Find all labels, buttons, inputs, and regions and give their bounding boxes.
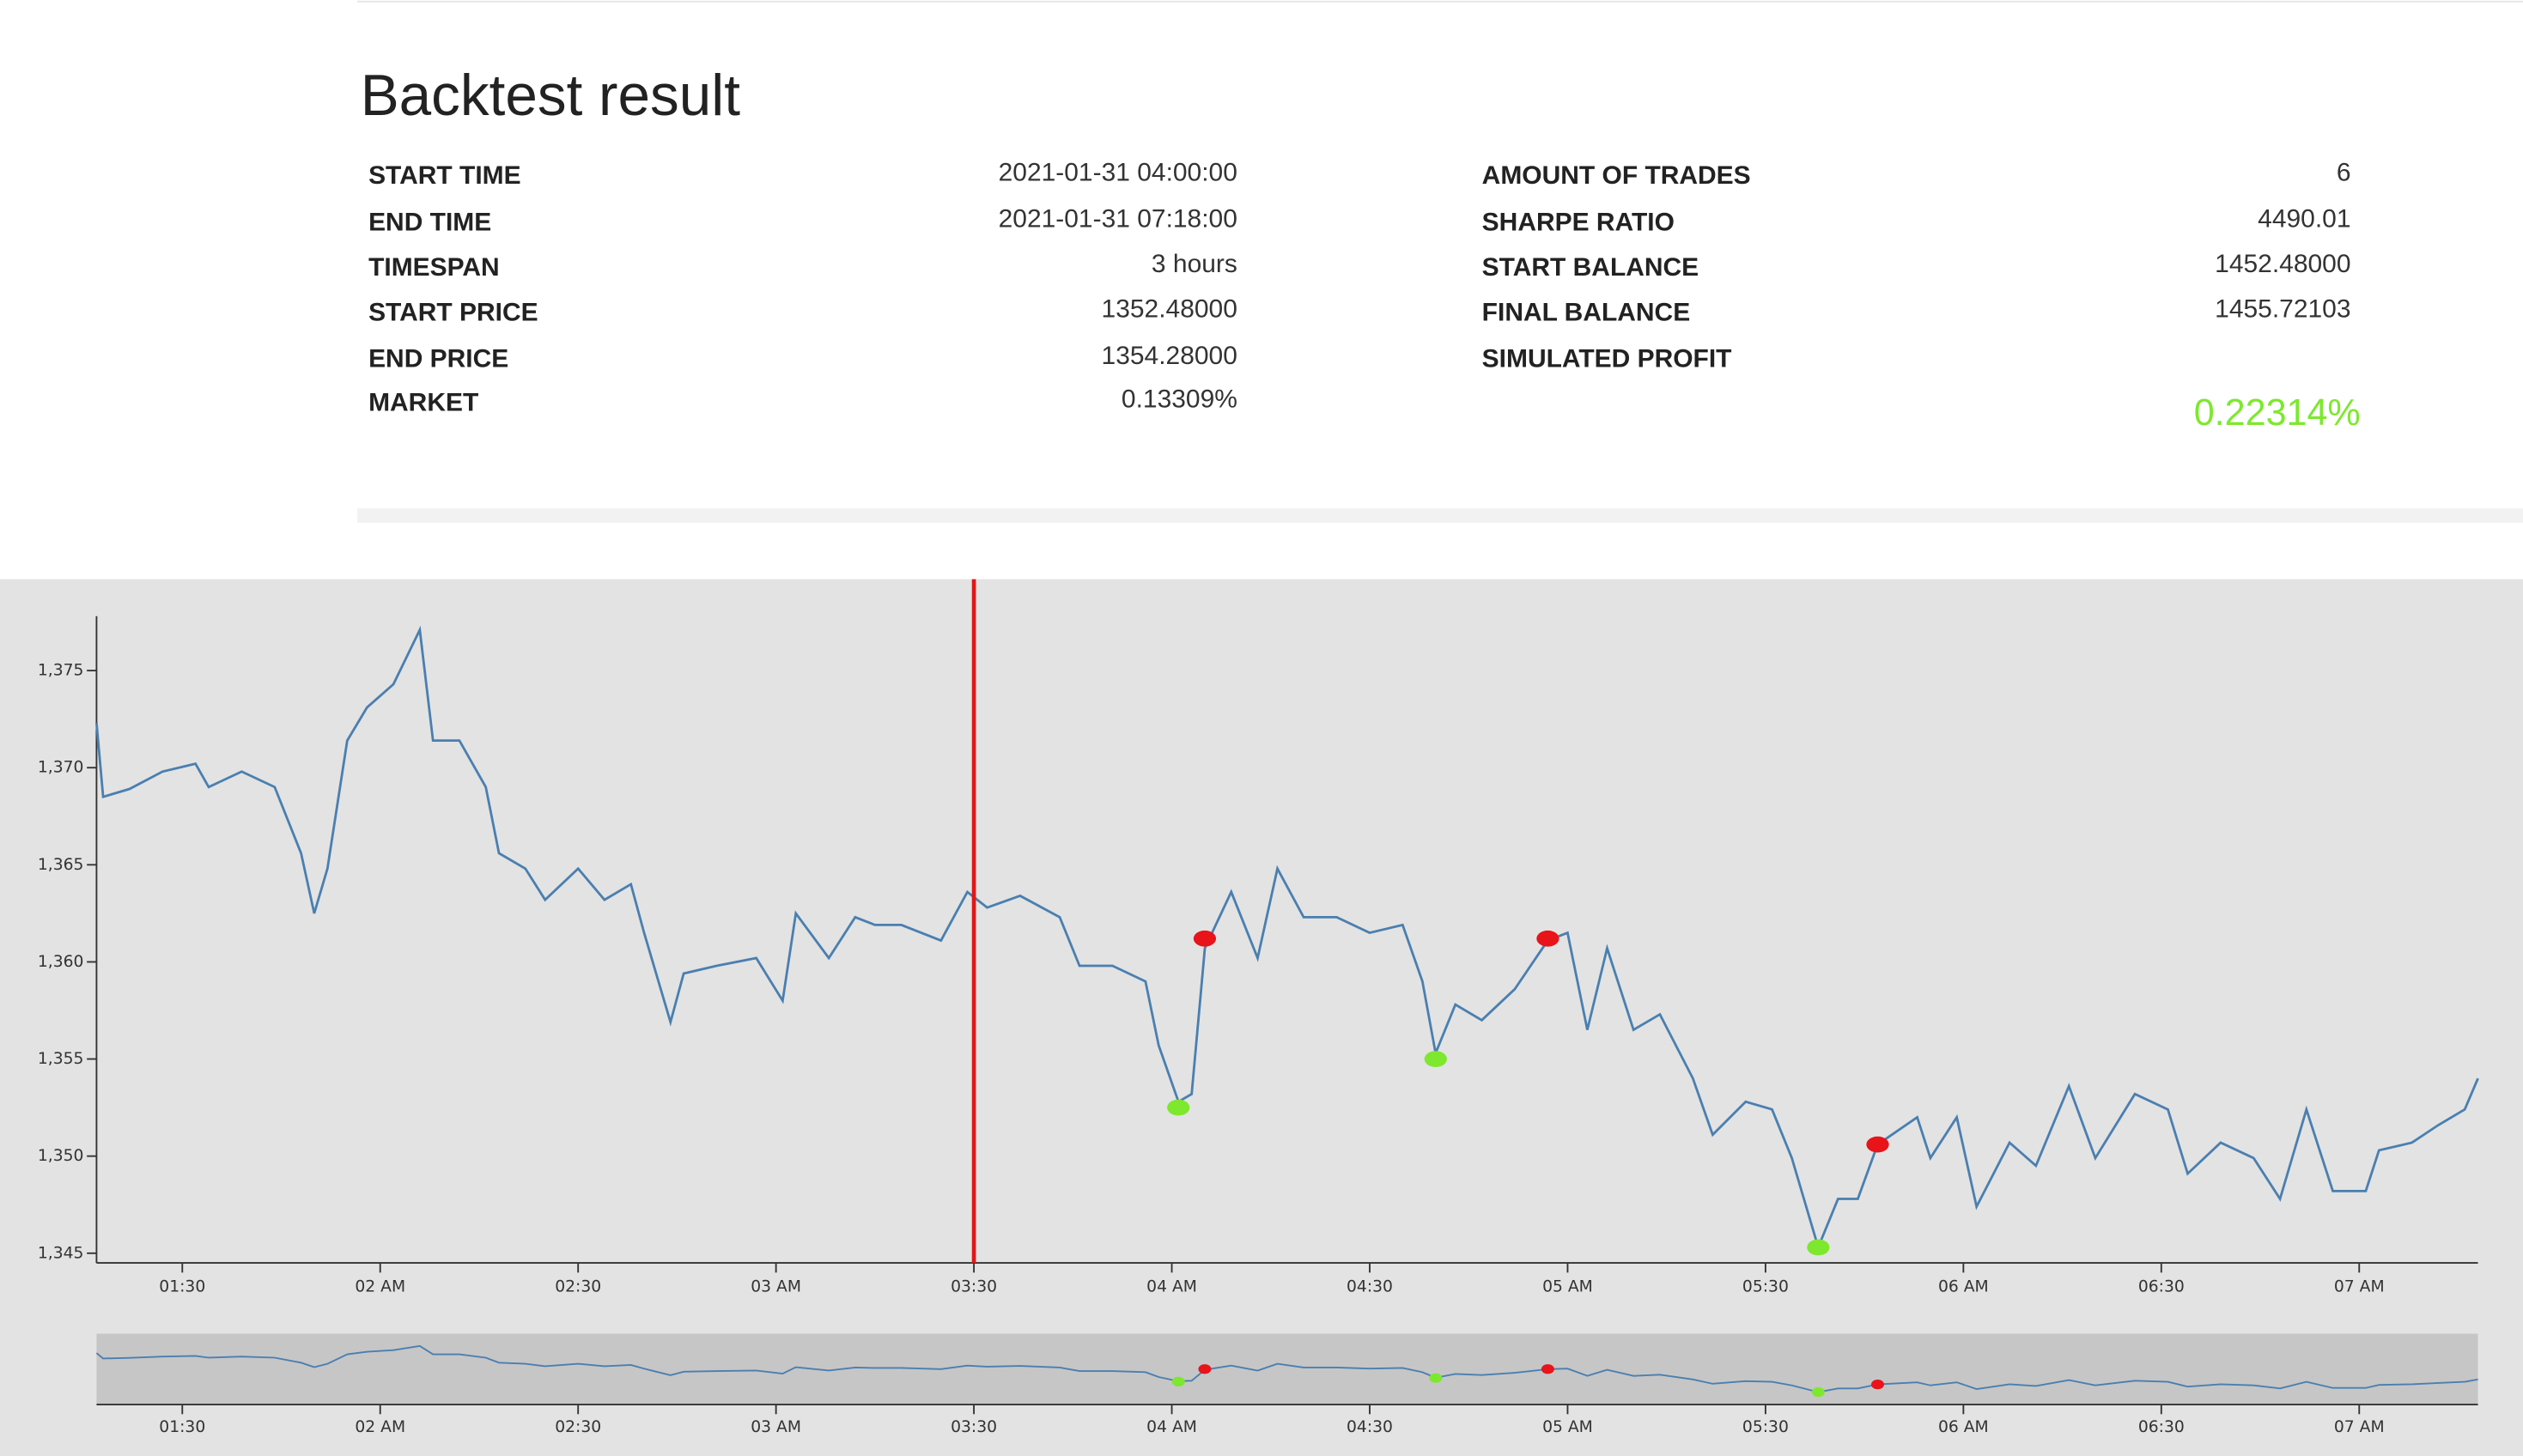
row-value: 1354.28000 [1102, 342, 1237, 370]
x-tick-label: 04 AM [1146, 1278, 1197, 1296]
x-tick-label: 03 AM [751, 1278, 801, 1296]
row-value: 0.13309% [1122, 385, 1237, 414]
card-shadow [356, 508, 2523, 524]
result-card [356, 0, 2523, 512]
nav-x-tick-label: 03 AM [751, 1418, 801, 1436]
y-tick-label: 1,370 [38, 759, 84, 777]
row-label: START TIME [368, 161, 521, 190]
row-label: AMOUNT OF TRADES [1482, 161, 1751, 190]
nav-x-tick-label: 03:30 [951, 1418, 997, 1436]
row-value: 2021-01-31 07:18:00 [999, 205, 1237, 234]
y-tick-label: 1,360 [38, 953, 84, 971]
title: Backtest result [361, 64, 740, 128]
row-value: 1455.72103 [2215, 295, 2350, 324]
x-tick-label: 05 AM [1542, 1278, 1593, 1296]
nav-sell-marker [1871, 1379, 1884, 1390]
row-label: END TIME [368, 208, 491, 236]
row-label: SHARPE RATIO [1482, 208, 1675, 236]
row-value: 1452.48000 [2215, 250, 2350, 278]
nav-x-tick-label: 02 AM [355, 1418, 405, 1436]
sell-marker [1866, 1136, 1889, 1153]
x-tick-label: 02 AM [355, 1278, 405, 1296]
nav-sell-marker [1198, 1364, 1212, 1374]
x-tick-label: 02:30 [555, 1278, 601, 1296]
sell-marker [1536, 930, 1559, 947]
nav-buy-marker [1171, 1376, 1185, 1387]
price-line [95, 625, 2479, 1252]
row-value: 1352.48000 [1102, 295, 1237, 324]
y-tick-label: 1,365 [38, 856, 84, 874]
x-tick-label: 07 AM [2334, 1278, 2385, 1296]
nav-buy-marker [1429, 1373, 1443, 1383]
nav-x-tick-label: 07 AM [2334, 1418, 2385, 1436]
row-value: 6 [2337, 158, 2351, 186]
row-label: FINAL BALANCE [1482, 298, 1690, 326]
nav-x-tick-label: 04:30 [1347, 1418, 1393, 1436]
nav-x-tick-label: 06:30 [2138, 1418, 2185, 1436]
nav-x-tick-label: 02:30 [555, 1418, 601, 1436]
x-tick-label: 06:30 [2138, 1278, 2185, 1296]
y-tick-label: 1,345 [38, 1244, 84, 1262]
x-tick-label: 01:30 [159, 1278, 205, 1296]
row-value: 2021-01-31 04:00:00 [999, 158, 1237, 186]
nav-x-tick-label: 05:30 [1742, 1418, 1789, 1436]
row-label: START BALANCE [1482, 253, 1699, 282]
nav-x-tick-label: 05 AM [1542, 1418, 1593, 1436]
x-tick-label: 04:30 [1347, 1278, 1393, 1296]
row-label: START PRICE [368, 298, 538, 326]
nav-price-line [95, 1344, 2478, 1393]
nav-sell-marker [1541, 1364, 1554, 1374]
row-label: MARKET [368, 388, 478, 416]
x-tick-label: 05:30 [1742, 1278, 1789, 1296]
buy-marker [1424, 1051, 1447, 1067]
row-label: END PRICE [368, 345, 508, 373]
navigator [96, 1333, 2478, 1405]
sell-marker [1193, 930, 1217, 947]
nav-buy-marker [1811, 1386, 1825, 1398]
y-tick-label: 1,350 [38, 1147, 84, 1165]
nav-x-tick-label: 04 AM [1146, 1418, 1197, 1436]
buy-marker [1167, 1099, 1190, 1116]
y-tick-label: 1,355 [38, 1050, 84, 1068]
x-tick-label: 03:30 [951, 1278, 997, 1296]
row-label: TIMESPAN [368, 253, 500, 282]
row-value: 4490.01 [2258, 205, 2350, 234]
y-tick-label: 1,375 [38, 662, 84, 680]
row-label: SIMULATED PROFIT [1482, 345, 1732, 373]
nav-x-tick-label: 06 AM [1938, 1418, 1989, 1436]
x-tick-label: 06 AM [1938, 1278, 1989, 1296]
chart-area [0, 579, 2523, 1456]
row-value: 3 hours [1152, 250, 1237, 278]
buy-marker [1807, 1239, 1830, 1256]
nav-x-tick-label: 01:30 [159, 1418, 205, 1436]
profit-value: 0.22314% [2194, 392, 2361, 434]
